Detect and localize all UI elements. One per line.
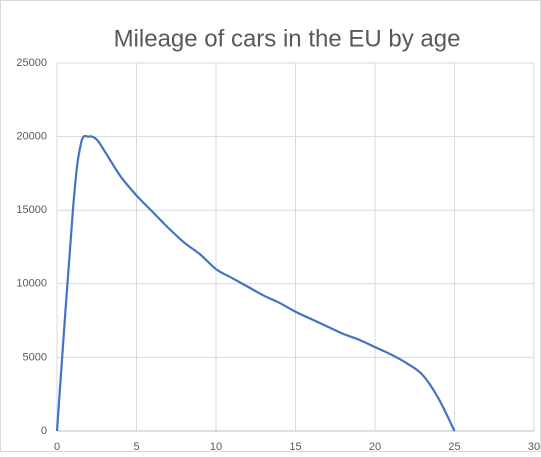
x-tick-label: 25 [448,441,460,452]
y-tick-label: 5000 [23,351,47,363]
x-tick-label: 5 [133,441,139,452]
x-tick-label: 15 [289,441,301,452]
x-tick-label: 10 [210,441,222,452]
y-tick-label: 15000 [16,204,47,216]
x-tick-label: 20 [369,441,381,452]
chart-title: Mileage of cars in the EU by age [114,25,461,52]
y-tick-label: 20000 [16,131,47,143]
y-tick-label: 25000 [16,57,47,69]
y-tick-label: 0 [41,425,47,437]
data-line [55,134,456,432]
x-tick-label: 0 [54,441,60,452]
x-tick-label: 30 [528,441,540,452]
y-tick-label: 10000 [16,278,47,290]
